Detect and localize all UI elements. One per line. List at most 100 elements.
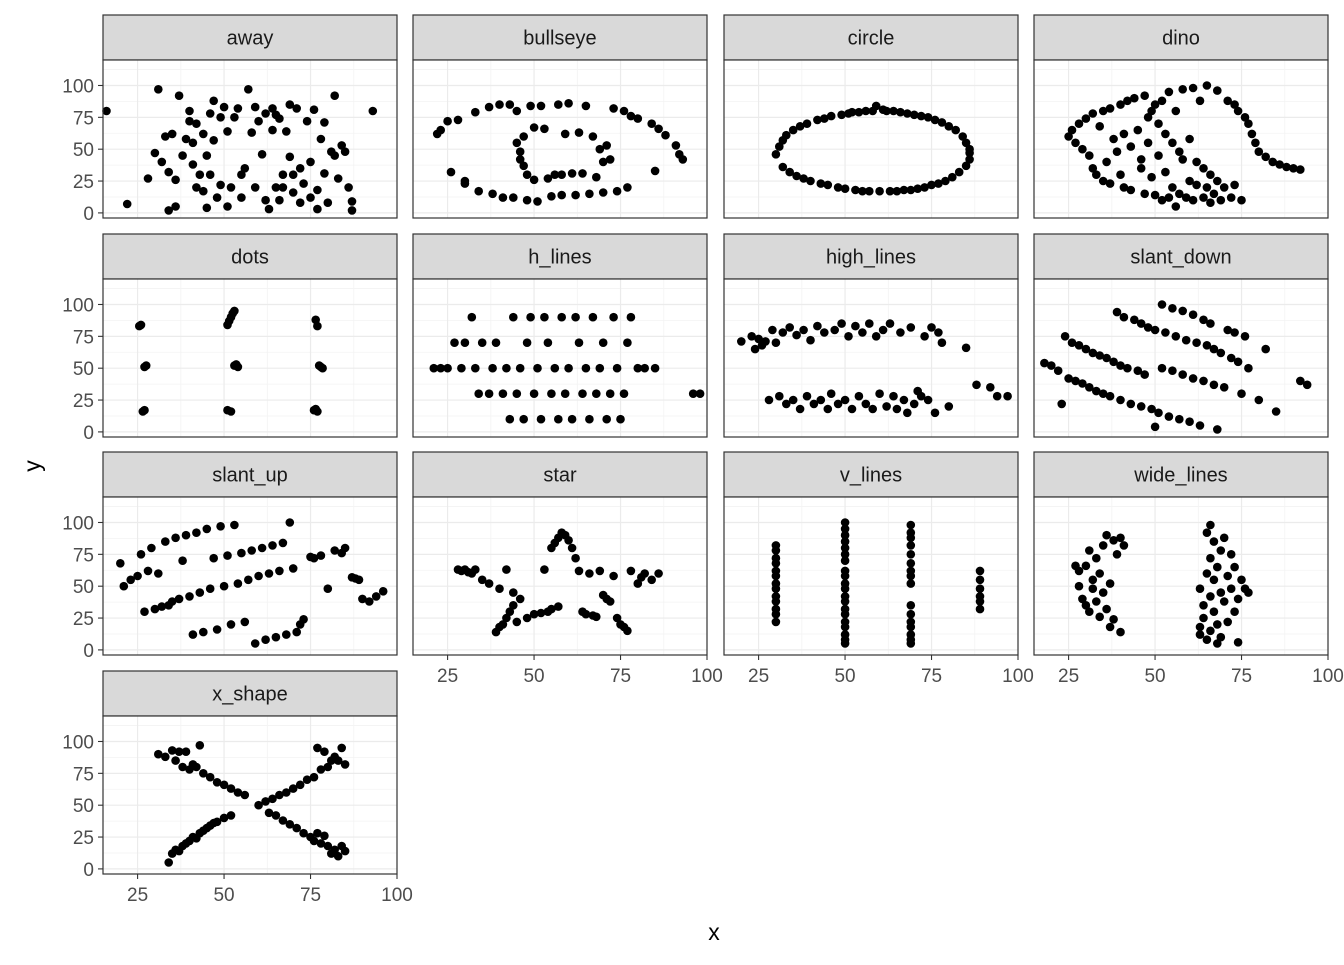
data-point: [882, 106, 891, 116]
data-point: [1078, 594, 1087, 604]
data-point: [768, 325, 777, 335]
data-point: [1199, 601, 1208, 610]
data-point: [1074, 566, 1084, 576]
data-point: [188, 138, 198, 148]
data-point: [771, 571, 781, 581]
data-point: [581, 101, 591, 111]
x-tick-label: 50: [834, 666, 855, 687]
data-point: [1105, 179, 1115, 188]
data-point: [826, 389, 836, 399]
data-point: [1088, 109, 1098, 118]
data-point: [1230, 562, 1239, 572]
data-point: [930, 115, 940, 125]
data-point: [840, 597, 850, 606]
data-point: [619, 106, 629, 116]
data-point: [543, 338, 553, 348]
data-point: [626, 312, 636, 322]
data-point: [330, 845, 340, 855]
data-point: [557, 312, 566, 322]
panel-high_lines: high_lines: [723, 233, 1019, 438]
data-point: [975, 575, 985, 585]
data-point: [1088, 575, 1098, 585]
data-point: [436, 363, 446, 373]
panel-background: [413, 497, 707, 655]
data-point: [1168, 183, 1177, 192]
data-point: [288, 188, 298, 197]
data-point: [505, 607, 515, 616]
data-point: [340, 543, 350, 553]
data-point: [1157, 300, 1167, 309]
data-point: [519, 132, 528, 141]
data-point: [192, 183, 201, 192]
panel-border: [102, 59, 398, 219]
data-point: [368, 106, 378, 116]
data-point: [226, 183, 236, 192]
data-point: [181, 134, 191, 144]
data-point: [147, 543, 156, 553]
y-tick-label: 0: [83, 860, 94, 881]
data-point: [1230, 180, 1239, 190]
strip-label: slant_up: [212, 465, 288, 487]
data-point: [840, 530, 850, 540]
data-point: [916, 391, 926, 401]
data-point: [164, 858, 173, 867]
data-point: [154, 749, 163, 759]
data-point: [282, 630, 291, 639]
y-tick-label: 0: [83, 204, 94, 225]
data-point: [564, 99, 573, 108]
data-point: [833, 183, 843, 192]
data-point: [1209, 607, 1219, 616]
data-point: [654, 569, 663, 578]
data-point: [1233, 638, 1243, 647]
panel-border: [1033, 278, 1329, 438]
data-point: [268, 541, 277, 550]
data-point: [195, 170, 205, 179]
panel-slant_down: slant_down: [1033, 233, 1329, 438]
data-point: [1233, 594, 1243, 604]
data-point: [1199, 193, 1208, 202]
data-point: [340, 846, 350, 856]
data-point: [1171, 202, 1181, 211]
data-point: [1060, 332, 1070, 341]
data-point: [309, 836, 319, 846]
data-point: [116, 559, 125, 568]
data-point: [540, 312, 549, 322]
data-point: [285, 518, 295, 527]
data-point: [250, 183, 260, 192]
panel-away: away 0 25 50 75 100: [62, 14, 398, 225]
data-point: [906, 323, 916, 332]
data-point: [295, 164, 305, 173]
data-point: [230, 520, 239, 530]
x-tick-label: 100: [1312, 666, 1344, 687]
panel-border: [1033, 496, 1329, 656]
data-point: [282, 788, 291, 797]
data-point: [1247, 129, 1257, 139]
data-point: [209, 553, 218, 563]
data-point: [1226, 193, 1236, 202]
data-point: [231, 360, 241, 369]
data-point: [1223, 325, 1232, 335]
data-point: [1244, 588, 1253, 597]
data-point: [1092, 553, 1101, 563]
data-point: [202, 203, 212, 213]
data-point: [633, 579, 643, 588]
data-point: [299, 615, 308, 624]
data-point: [1164, 193, 1174, 202]
data-point: [212, 817, 222, 827]
data-point: [1081, 114, 1091, 123]
data-point: [809, 399, 819, 409]
data-point: [323, 584, 333, 593]
data-point: [623, 183, 632, 192]
data-point: [278, 538, 288, 548]
data-point: [1088, 584, 1098, 593]
data-point: [574, 128, 584, 137]
data-point: [1071, 138, 1080, 148]
data-point: [1067, 125, 1077, 135]
data-point: [788, 125, 798, 135]
data-point: [1199, 613, 1208, 623]
data-point: [498, 389, 508, 399]
data-point: [1240, 332, 1250, 341]
y-tick-label: 25: [73, 391, 94, 412]
data-point: [154, 85, 163, 94]
